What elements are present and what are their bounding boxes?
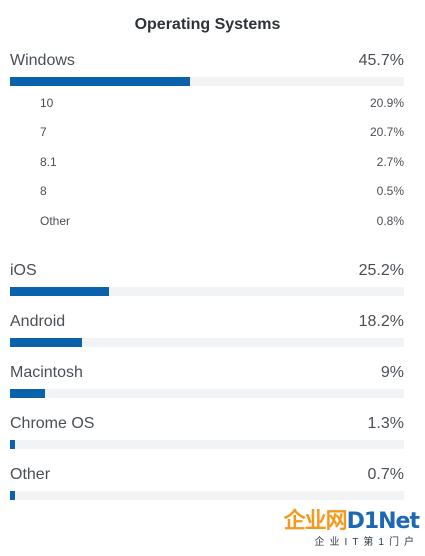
version-name: Other [40, 214, 71, 228]
bar-track [10, 440, 404, 449]
os-name: Android [10, 313, 66, 330]
os-row-ios: iOS 25.2% [10, 262, 404, 296]
os-row-android: Android 18.2% [10, 313, 404, 347]
page-title: Operating Systems [134, 16, 281, 33]
os-percent: 1.3% [367, 415, 404, 432]
windows-version-row: 10 20.9% [40, 96, 404, 112]
os-row-other: Other 0.7% [10, 466, 404, 500]
os-percent: 45.7% [358, 52, 404, 69]
version-percent: 2.7% [376, 155, 404, 169]
bar-track [10, 491, 404, 500]
os-row-macintosh: Macintosh 9% [10, 364, 404, 398]
bar-track [10, 338, 404, 347]
bar-fill [10, 491, 15, 500]
bar-track [10, 389, 404, 398]
version-percent: 20.7% [369, 125, 404, 139]
os-name: Windows [10, 52, 75, 69]
windows-version-row: 7 20.7% [40, 125, 404, 141]
os-percent: 25.2% [358, 262, 404, 279]
watermark-tagline: 企业IT第1门户 [314, 537, 419, 548]
bar-fill [10, 77, 191, 86]
windows-version-row: 8.1 2.7% [40, 155, 404, 171]
watermark-logo: 企业网D1Net 企业IT第1门户 [249, 509, 420, 554]
os-row-windows: Windows 45.7% [10, 52, 404, 86]
os-name: Other [10, 466, 51, 483]
os-row-chrome-os: Chrome OS 1.3% [10, 415, 404, 449]
os-name: iOS [10, 262, 37, 279]
windows-version-row: Other 0.8% [40, 214, 404, 230]
os-name: Macintosh [10, 364, 83, 381]
version-percent: 20.9% [369, 96, 404, 110]
version-name: 8 [40, 184, 47, 198]
os-name: Chrome OS [10, 415, 95, 432]
watermark-brand-cn: 企业网 [283, 509, 348, 534]
os-percent: 18.2% [358, 313, 404, 330]
bar-fill [10, 287, 110, 296]
bar-fill [10, 338, 82, 347]
version-name: 8.1 [40, 155, 57, 169]
bar-track [10, 287, 404, 296]
version-name: 7 [40, 125, 47, 139]
windows-version-row: 8 0.5% [40, 184, 404, 200]
bar-fill [10, 440, 16, 449]
bar-track [10, 77, 404, 86]
os-percent: 9% [380, 364, 404, 381]
watermark-brand-en: D1Net [346, 509, 420, 534]
bar-fill [10, 389, 46, 398]
version-name: 10 [40, 96, 54, 110]
version-percent: 0.8% [376, 214, 404, 228]
version-percent: 0.5% [376, 184, 404, 198]
os-percent: 0.7% [367, 466, 404, 483]
